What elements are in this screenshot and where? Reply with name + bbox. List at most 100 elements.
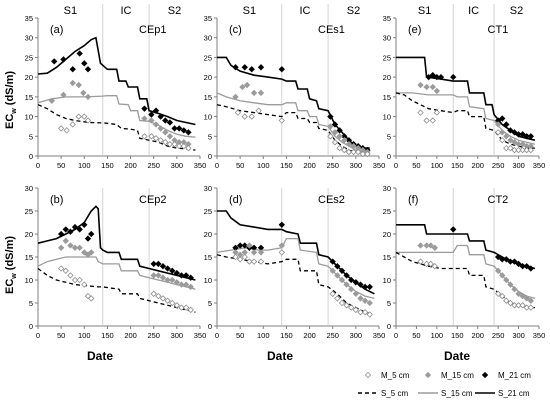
series-point-M_5: [429, 117, 436, 124]
series-point-M_5: [511, 146, 518, 154]
series-point-M_15: [164, 276, 171, 284]
series-point-M_15: [507, 137, 514, 144]
series-point-M_5: [148, 133, 155, 140]
y-tick-label: 0: [29, 152, 33, 161]
series-point-M_5: [499, 137, 506, 144]
y-tick-label: 20: [204, 230, 212, 239]
legend-label: M_21 cm: [498, 371, 531, 380]
series-point-M_15: [232, 93, 239, 101]
series-point-M_5: [152, 135, 160, 142]
panel-title: CT2: [488, 194, 509, 206]
y-tick-label: 15: [25, 253, 33, 262]
series-point-M_15: [423, 242, 430, 249]
series-point-M_5: [150, 290, 157, 297]
series-point-M_21: [51, 58, 58, 65]
series-point-M_21: [527, 265, 534, 272]
series-point-M_21: [361, 283, 369, 291]
panel-letter: (c): [229, 24, 242, 36]
series-line-S_15: [37, 95, 196, 138]
y-tick-label: 30: [25, 184, 33, 193]
series-point-M_21: [166, 119, 174, 126]
y-tick-label: 10: [204, 113, 212, 122]
x-tick-label: 250: [147, 331, 160, 340]
series-point-M_21: [241, 242, 248, 249]
x-tick-label: 0: [215, 161, 219, 170]
series-point-M_5: [84, 117, 92, 124]
series-point-M_5: [338, 299, 346, 307]
series-point-M_5: [69, 121, 76, 128]
series-point-M_21: [278, 66, 285, 73]
x-tick-label: 50: [412, 161, 420, 170]
y-tick-label: 25: [25, 207, 33, 216]
series-point-M_15: [431, 244, 438, 251]
series-point-M_21: [515, 260, 522, 268]
series-point-M_21: [511, 129, 518, 136]
series-point-M_5: [515, 302, 522, 309]
ylabel-top: ECw (dS/m): [4, 71, 18, 129]
series-point-M_5: [76, 276, 83, 284]
series-point-M_21: [523, 263, 530, 270]
series-point-M_5: [507, 144, 514, 152]
series-point-M_21: [185, 129, 192, 136]
legend-item-M_15: M_15 cm: [424, 371, 474, 380]
series-point-M_5: [57, 265, 65, 272]
series-point-M_21: [150, 260, 157, 268]
series-point-M_5: [155, 292, 162, 300]
series-point-M_5: [345, 148, 353, 156]
series-point-M_15: [503, 133, 510, 140]
series-point-M_15: [499, 129, 506, 136]
series-point-M_15: [503, 276, 510, 284]
series-point-M_5: [331, 139, 339, 146]
series-point-M_21: [507, 127, 514, 134]
series-point-M_21: [336, 127, 343, 134]
series-line-S_21: [37, 36, 196, 126]
phase-label: S2: [510, 5, 523, 17]
series-point-M_5: [81, 113, 88, 120]
panel-title: CEp1: [139, 24, 167, 36]
legend-label: M_15 cm: [441, 371, 474, 380]
series-point-M_15: [329, 267, 336, 274]
y-tick-label: 35: [383, 14, 391, 23]
series-line-S_21: [396, 56, 536, 141]
series-point-M_21: [519, 263, 526, 270]
series-point-M_5: [336, 144, 343, 152]
series-point-M_21: [278, 221, 285, 228]
y-tick-label: 5: [29, 132, 33, 141]
y-tick-label: 10: [204, 276, 212, 285]
x-tick-label: 350: [373, 331, 386, 340]
panel-CT1: 0 50 100 150 200 250 300 350 0 5 10 15 20 25 30 35 S1 IC S…: [383, 4, 545, 170]
series-point-M_15: [519, 141, 526, 148]
x-tick-label: 200: [124, 161, 137, 170]
phase-label: S2: [347, 5, 360, 17]
series-point-M_5: [519, 302, 526, 309]
series-point-M_5: [366, 311, 373, 318]
series-point-M_15: [157, 125, 164, 132]
series-point-M_15: [327, 123, 334, 130]
series-point-M_5: [494, 129, 502, 136]
series-point-M_15: [71, 244, 79, 251]
series-point-M_5: [180, 142, 187, 150]
x-tick-label: 200: [471, 331, 484, 340]
series-point-M_21: [429, 72, 436, 79]
series-point-M_15: [338, 276, 346, 284]
series-point-M_5: [84, 292, 92, 300]
series-point-M_21: [450, 226, 457, 233]
series-point-M_5: [507, 299, 514, 307]
x-tick-label: 300: [512, 331, 525, 340]
series-point-M_15: [352, 290, 360, 297]
series-point-M_21: [511, 258, 518, 265]
series-point-M_15: [278, 242, 285, 249]
series-point-M_15: [162, 129, 169, 136]
series-point-M_21: [162, 117, 169, 124]
series-point-M_15: [243, 81, 251, 89]
series-point-M_21: [499, 256, 506, 263]
y-tick-label: 30: [204, 184, 212, 193]
series-point-M_5: [141, 133, 148, 140]
series-point-M_5: [234, 109, 241, 116]
series-point-M_15: [81, 249, 88, 256]
y-tick-label: 35: [25, 14, 33, 23]
series-point-M_21: [499, 115, 506, 122]
series-point-M_21: [348, 276, 355, 284]
series-point-M_21: [148, 111, 155, 118]
series-point-M_21: [232, 64, 239, 71]
